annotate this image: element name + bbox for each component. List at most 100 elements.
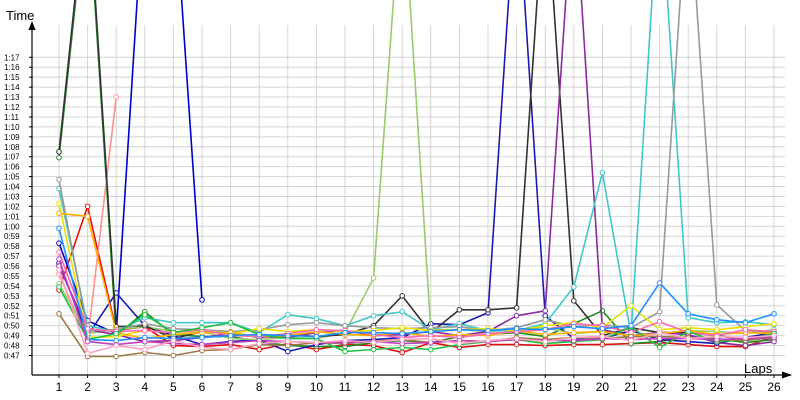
y-tick-label: 1:08 xyxy=(4,143,20,152)
x-tick-label: 20 xyxy=(596,380,610,394)
data-point xyxy=(256,331,263,338)
data-point xyxy=(56,148,62,155)
x-tick-label: 5 xyxy=(170,380,177,394)
x-tick-label: 2 xyxy=(84,380,91,394)
series-line xyxy=(58,258,775,346)
data-point xyxy=(56,240,62,246)
data-point xyxy=(313,339,320,346)
y-tick-label: 1:03 xyxy=(4,192,20,201)
y-tick-label: 0:53 xyxy=(4,292,20,301)
data-point xyxy=(742,342,749,349)
data-point xyxy=(656,344,663,351)
data-point xyxy=(56,154,62,161)
x-tick-label: 15 xyxy=(453,380,467,394)
x-axis-label: Laps xyxy=(744,361,773,376)
y-tick-label: 1:14 xyxy=(4,83,20,92)
y-tick-label: 0:56 xyxy=(4,262,20,271)
x-tick-label: 18 xyxy=(539,380,553,394)
series-line xyxy=(58,269,775,355)
data-point xyxy=(113,342,119,349)
data-point xyxy=(656,280,663,286)
data-point xyxy=(771,310,777,317)
series-11 xyxy=(56,200,777,341)
series-10 xyxy=(56,0,777,336)
x-tick-label: 24 xyxy=(710,380,724,394)
y-axis-arrow xyxy=(28,21,36,30)
y-tick-label: 0:49 xyxy=(4,332,20,341)
data-point xyxy=(542,307,549,314)
x-tick-label: 1 xyxy=(56,380,63,394)
data-point xyxy=(342,329,348,336)
x-tick-label: 19 xyxy=(567,380,581,394)
data-point xyxy=(685,335,692,342)
data-point xyxy=(571,329,577,336)
x-tick-label: 17 xyxy=(510,380,524,394)
series-line xyxy=(58,0,775,341)
y-tick-label: 0:57 xyxy=(4,252,20,261)
data-point xyxy=(170,319,177,326)
data-point xyxy=(370,329,377,336)
data-point xyxy=(571,284,577,290)
y-tick-label: 1:13 xyxy=(4,93,20,102)
data-point xyxy=(342,337,348,344)
data-point xyxy=(370,339,377,346)
data-point xyxy=(628,322,634,329)
series-line xyxy=(58,228,775,342)
x-tick-label: 6 xyxy=(199,380,206,394)
y-tick-label: 1:12 xyxy=(4,103,20,112)
y-tick-label: 0:50 xyxy=(4,322,20,331)
data-point xyxy=(56,310,62,317)
data-point xyxy=(113,94,119,100)
x-tick-label: 16 xyxy=(481,380,495,394)
data-point xyxy=(170,352,177,359)
series-line xyxy=(58,286,775,353)
series-line xyxy=(58,0,775,353)
data-point xyxy=(142,338,148,345)
data-point xyxy=(56,267,62,273)
series-15 xyxy=(56,225,777,344)
data-point xyxy=(256,340,263,347)
data-point xyxy=(513,325,520,332)
series-line xyxy=(58,0,775,347)
y-tick-label: 0:59 xyxy=(4,232,20,241)
data-point xyxy=(485,327,491,334)
x-tick-label: 21 xyxy=(624,380,638,394)
series-line xyxy=(58,0,775,348)
data-point xyxy=(399,330,406,337)
y-tick-label: 1:01 xyxy=(4,212,20,221)
data-point xyxy=(113,330,119,337)
data-point xyxy=(113,353,119,360)
data-point xyxy=(56,256,62,262)
data-point xyxy=(656,308,663,315)
data-point xyxy=(399,293,406,299)
data-point xyxy=(56,225,62,232)
x-axis-arrow xyxy=(782,371,792,379)
y-tick-label: 0:58 xyxy=(4,242,20,251)
data-point xyxy=(56,200,62,207)
data-point xyxy=(399,336,406,343)
data-point xyxy=(285,338,291,345)
data-point xyxy=(227,319,234,326)
data-point xyxy=(199,319,205,326)
series-line xyxy=(58,0,775,341)
data-point xyxy=(170,329,177,336)
y-tick-label: 1:17 xyxy=(4,53,20,62)
data-point xyxy=(285,311,291,318)
data-point xyxy=(513,304,520,311)
series-lines xyxy=(56,0,777,360)
data-point xyxy=(142,320,148,327)
y-tick-label: 0:55 xyxy=(4,272,20,281)
data-point xyxy=(571,323,577,330)
y-tick-label: 1:06 xyxy=(4,163,20,172)
x-tick-label: 12 xyxy=(367,380,381,394)
data-point xyxy=(199,324,205,331)
data-point xyxy=(285,348,291,355)
y-tick-label: 1:09 xyxy=(4,133,20,142)
data-point xyxy=(742,334,749,341)
data-point xyxy=(170,337,177,344)
y-tick-label: 1:11 xyxy=(4,113,20,122)
x-tick-label: 22 xyxy=(653,380,667,394)
data-point xyxy=(771,332,777,339)
series-line xyxy=(58,313,775,358)
